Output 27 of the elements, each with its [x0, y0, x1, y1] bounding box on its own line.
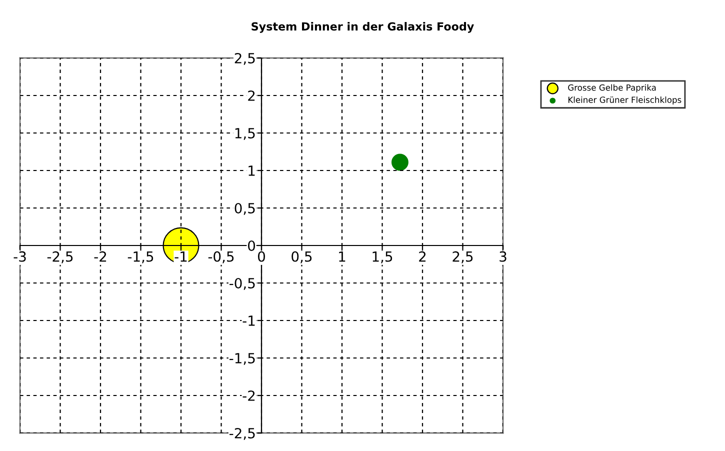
chart-title: System Dinner in der Galaxis Foody: [252, 22, 474, 33]
x-tick-label: 1: [339, 251, 346, 262]
x-tick-label: -0,5: [208, 251, 234, 264]
y-tick-label: -2,5: [230, 428, 255, 440]
x-tick-label: 3: [500, 251, 506, 262]
y-tick-label: -2: [242, 390, 255, 401]
y-tick-label: -1,5: [230, 353, 255, 365]
x-tick-label: -1,5: [128, 251, 154, 264]
y-tick-label: 0,5: [234, 202, 255, 215]
x-tick-label: 2,5: [452, 251, 473, 264]
x-tick-label: 0,5: [292, 251, 312, 264]
legend-label: Kleiner Grüner Fleischklops: [568, 96, 682, 105]
x-tick-label: 0: [258, 251, 265, 262]
x-tick-label: -3: [14, 251, 26, 262]
y-tick-label: 2: [248, 90, 255, 101]
x-tick-label: 2: [419, 251, 426, 262]
legend-label: Grosse Gelbe Paprika: [568, 84, 656, 92]
x-tick-label: 1,5: [372, 251, 392, 264]
y-tick-label: 0: [248, 240, 256, 251]
x-tick-label: -2,5: [47, 251, 73, 264]
y-tick-label: -0,5: [230, 278, 255, 290]
y-tick-label: 2,5: [234, 52, 255, 65]
y-tick-label: 1: [248, 166, 255, 176]
y-tick-label: -1: [242, 316, 255, 326]
y-tick-label: 1,5: [235, 128, 255, 140]
x-tick-label: -1: [174, 251, 187, 262]
x-tick-label: -2: [94, 251, 106, 262]
